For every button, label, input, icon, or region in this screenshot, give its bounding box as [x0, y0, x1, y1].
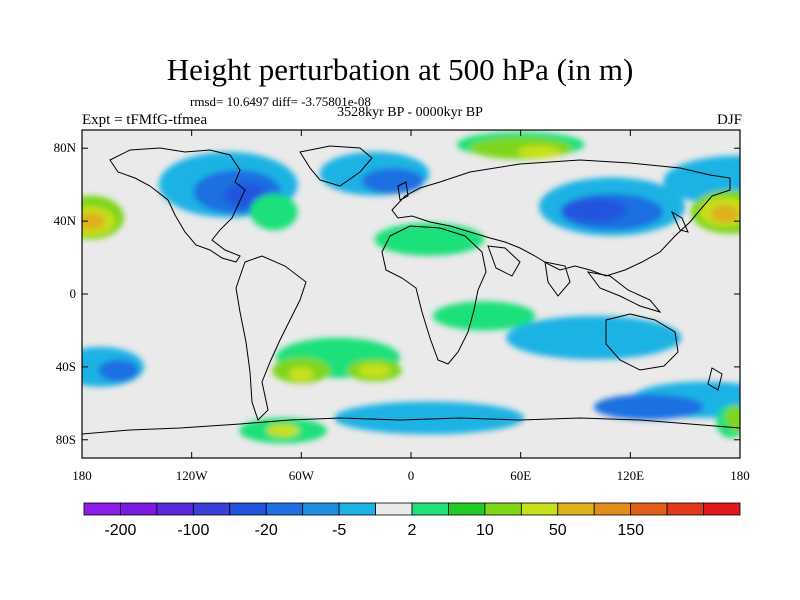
y-tick-label: 0: [70, 286, 77, 301]
colorbar-swatch: [83, 502, 121, 516]
stats-text: rmsd= 10.6497 diff= -3.75801e-08: [190, 94, 371, 109]
coastline-southeast-asia: [586, 271, 662, 313]
coastline-australia: [605, 313, 679, 371]
axes: 180 120W 60W 0 60E 120E 180 80N 40N 0 40S 80S: [54, 130, 750, 483]
field-layer: [82, 131, 740, 444]
colorbar-swatch: [302, 502, 340, 516]
colorbar-swatch: [338, 502, 376, 516]
colorbar-label: 50: [549, 522, 567, 539]
contour-region: [98, 359, 139, 382]
colorbar-label: 2: [408, 522, 417, 539]
season-label: DJF: [716, 112, 742, 128]
coastline-europe-asia: [391, 159, 731, 277]
x-tick-label: 180: [730, 468, 750, 483]
coastline-arabia: [487, 245, 521, 277]
coastline-new-zealand: [707, 367, 723, 391]
x-tick-label: 60W: [289, 468, 315, 483]
period-label: 3528kyr BP - 0000kyr BP: [337, 105, 483, 120]
colorbar-swatch: [411, 502, 449, 516]
colorbar-label: -100: [177, 522, 209, 539]
contour-region: [334, 401, 525, 435]
coastline-south-america: [235, 255, 307, 421]
contour-region: [266, 424, 300, 438]
contour-region: [357, 363, 391, 378]
x-tick-label: 120W: [176, 468, 209, 483]
colorbar-label: 10: [476, 522, 494, 539]
coastline-uk: [397, 181, 409, 201]
y-tick-label: 80N: [54, 140, 77, 155]
experiment-label: Expt = tFMfG-tfmea: [82, 112, 208, 128]
coastline-japan: [670, 210, 689, 233]
coastline-india: [544, 261, 571, 297]
colorbar-swatch: [703, 502, 741, 516]
contour-region: [560, 198, 627, 223]
contour-region: [517, 145, 561, 159]
colorbar-swatch: [156, 502, 194, 516]
contour-region: [432, 301, 536, 331]
colorbar-label: 150: [617, 522, 644, 539]
colorbar-swatch: [593, 502, 632, 516]
colorbar-swatch: [229, 502, 267, 516]
colorbar: -200 -100 -20 -5 2 10 50 150: [83, 502, 741, 539]
colorbar-swatch: [192, 502, 231, 516]
colorbar-swatch: [484, 502, 522, 516]
colorbar-swatch: [630, 502, 668, 516]
contour-region: [374, 222, 485, 256]
coastline-greenland: [299, 145, 373, 187]
y-tick-label: 40N: [54, 213, 77, 228]
contour-region: [725, 405, 740, 431]
contour-region: [288, 366, 315, 382]
colorbar-swatch: [520, 502, 559, 516]
colorbar-label: -20: [255, 522, 278, 539]
coastline-antarctica: [82, 417, 740, 435]
x-tick-label: 180: [72, 468, 92, 483]
coastline-africa: [381, 225, 487, 365]
y-tick-label: 80S: [56, 432, 76, 447]
map-area: [82, 130, 740, 458]
x-tick-label: 60E: [510, 468, 531, 483]
contour-region: [710, 204, 740, 223]
colorbar-swatch: [120, 502, 158, 516]
colorbar-swatch: [448, 502, 486, 516]
contour-region: [506, 315, 682, 360]
coastline-north-america: [109, 147, 246, 263]
colorbar-swatch: [557, 502, 595, 516]
x-tick-label: 0: [408, 468, 415, 483]
coastlines: [82, 145, 740, 435]
colorbar-label: -200: [104, 522, 136, 539]
contour-region: [361, 168, 424, 194]
y-tick-label: 40S: [56, 359, 76, 374]
chart-title: Height perturbation at 500 hPa (in m): [166, 52, 634, 87]
contour-region: [82, 212, 106, 231]
colorbar-swatch: [666, 502, 704, 516]
colorbar-label: -5: [332, 522, 346, 539]
colorbar-swatch: [375, 502, 413, 516]
colorbar-swatch: [265, 502, 304, 516]
contour-region: [593, 394, 704, 420]
x-tick-label: 120E: [617, 468, 645, 483]
contour-region: [250, 193, 298, 231]
